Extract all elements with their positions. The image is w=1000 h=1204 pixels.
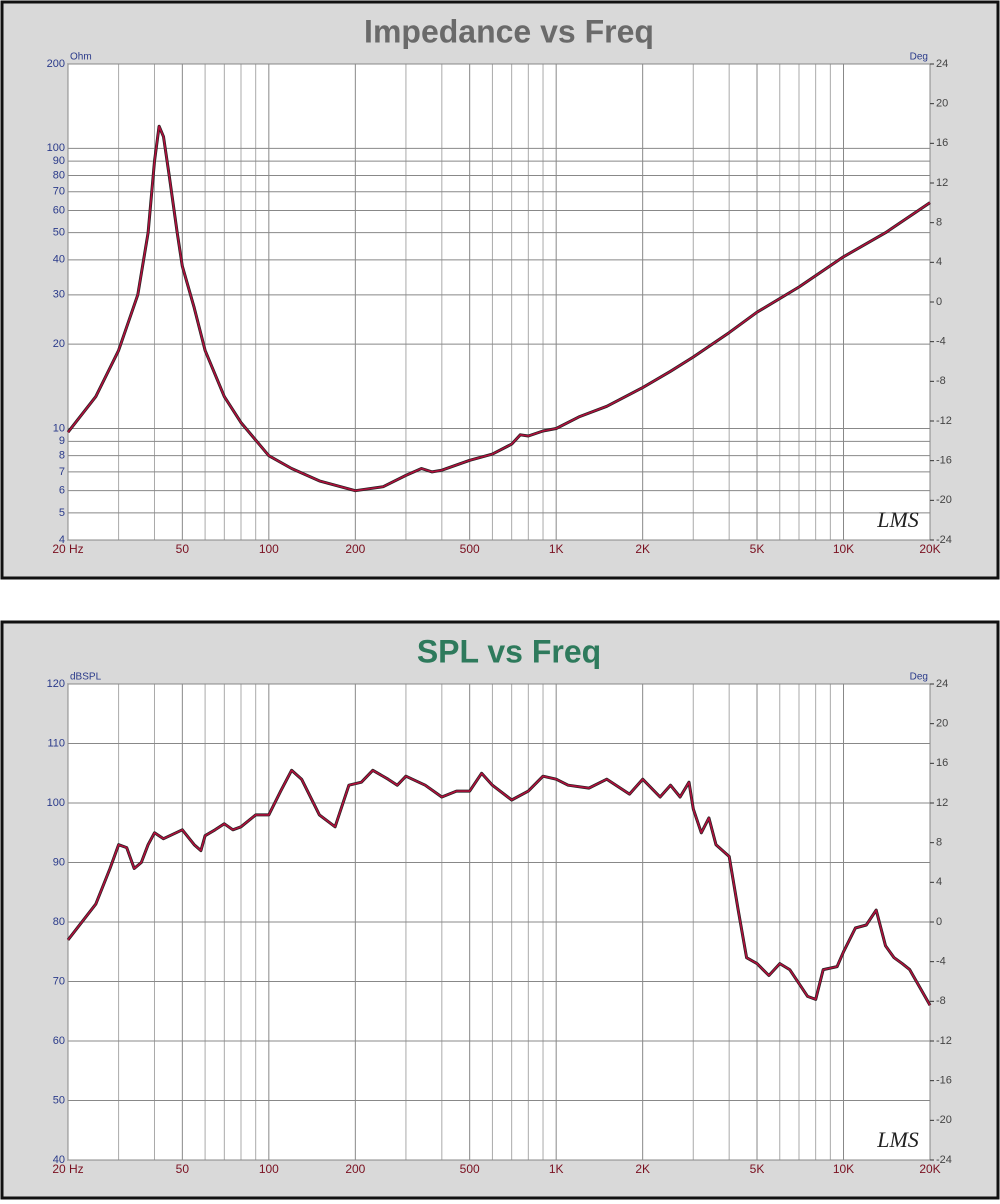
y2-tick-label: 12 [936,797,948,809]
chart-title: SPL vs Freq [417,633,601,669]
y-tick-label: 100 [47,142,65,154]
y-tick-label: 200 [47,58,65,70]
y-tick-label: 30 [53,289,65,301]
y-tick-label: 60 [53,204,65,216]
x-tick-label: 10K [833,1162,854,1176]
y2-tick-label: 4 [936,256,942,268]
y2-tick-label: 20 [936,98,948,110]
y-tick-label: 4 [59,534,65,546]
y-tick-label: 40 [53,1154,65,1166]
y-tick-label: 120 [47,678,65,690]
x-tick-label: 100 [259,542,279,556]
y2-axis-unit: Deg [910,52,928,63]
y2-tick-label: 24 [936,678,948,690]
series-line [67,769,931,1006]
y-tick-label: 6 [59,485,65,497]
x-tick-label: 50 [176,542,190,556]
y2-tick-label: -4 [936,956,946,968]
series-line [67,125,931,492]
y2-tick-label: -24 [936,534,952,546]
chart-title: Impedance vs Freq [364,13,654,49]
y-tick-label: 20 [53,338,65,350]
y2-tick-label: 4 [936,876,942,888]
y-tick-label: 90 [53,155,65,167]
x-tick-label: 1K [549,542,564,556]
y2-tick-label: 24 [936,58,948,70]
x-tick-label: 20K [919,1162,940,1176]
x-tick-label: 20K [919,542,940,556]
x-tick-label: 1K [549,1162,564,1176]
y2-tick-label: 8 [936,217,942,229]
x-tick-label: 100 [259,1162,279,1176]
y-tick-label: 10 [53,422,65,434]
x-tick-label: 2K [635,542,650,556]
y2-tick-label: -16 [936,455,952,467]
y2-tick-label: 16 [936,137,948,149]
y-tick-label: 110 [47,737,65,749]
y-tick-label: 80 [53,169,65,181]
watermark: LMS [876,507,919,532]
y2-tick-label: -8 [936,995,946,1007]
y2-tick-label: 8 [936,837,942,849]
x-tick-label: 500 [460,542,480,556]
x-tick-label: 200 [345,1162,365,1176]
watermark: LMS [876,1127,919,1152]
x-tick-label: 50 [176,1162,190,1176]
y2-tick-label: -12 [936,1035,952,1047]
y-tick-label: 70 [53,186,65,198]
y2-tick-label: 20 [936,718,948,730]
y-tick-label: 40 [53,254,65,266]
y2-tick-label: 16 [936,757,948,769]
y-tick-label: 60 [53,1035,65,1047]
y-tick-label: 80 [53,916,65,928]
y-tick-label: 8 [59,450,65,462]
x-tick-label: 20 Hz [52,542,83,556]
y2-tick-label: -8 [936,375,946,387]
x-tick-label: 5K [750,542,765,556]
y2-tick-label: -16 [936,1075,952,1087]
y2-tick-label: 0 [936,916,942,928]
y-axis-unit: dBSPL [70,672,102,683]
y-axis-unit: Ohm [70,52,92,63]
y2-tick-label: -24 [936,1154,952,1166]
y2-tick-label: -12 [936,415,952,427]
y2-tick-label: 0 [936,296,942,308]
y2-tick-label: -20 [936,1114,952,1126]
y2-axis-unit: Deg [910,672,928,683]
y-tick-label: 50 [53,1094,65,1106]
x-tick-label: 5K [750,1162,765,1176]
x-tick-label: 10K [833,542,854,556]
y-tick-label: 5 [59,507,65,519]
plot-area [67,63,931,541]
y-tick-label: 70 [53,975,65,987]
y2-tick-label: -4 [936,336,946,348]
y2-tick-label: -20 [936,494,952,506]
y2-tick-label: 12 [936,177,948,189]
y-tick-label: 100 [47,797,65,809]
x-tick-label: 500 [460,1162,480,1176]
y-tick-label: 9 [59,435,65,447]
y-tick-label: 50 [53,227,65,239]
y-tick-label: 7 [59,466,65,478]
x-tick-label: 20 Hz [52,1162,83,1176]
x-tick-label: 2K [635,1162,650,1176]
x-tick-label: 200 [345,542,365,556]
y-tick-label: 90 [53,856,65,868]
